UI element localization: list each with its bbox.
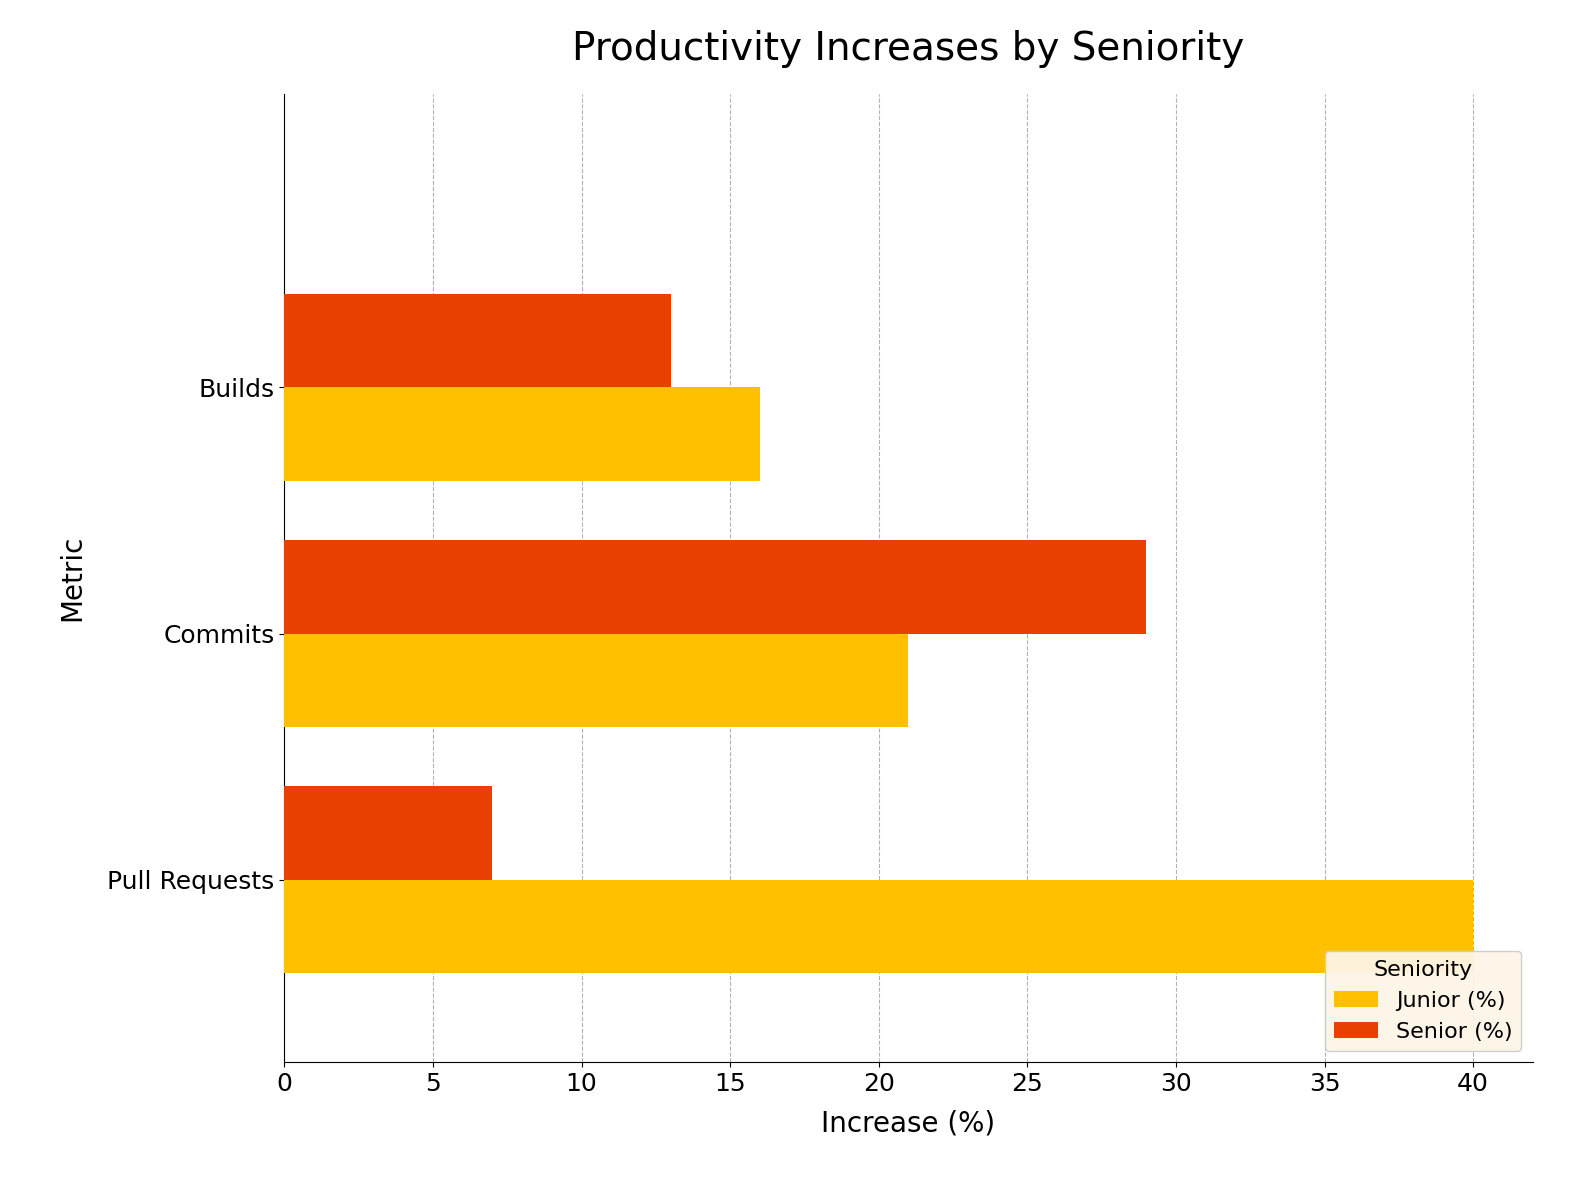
Legend: Junior (%), Senior (%): Junior (%), Senior (%): [1326, 951, 1522, 1051]
Y-axis label: Metric: Metric: [58, 535, 87, 622]
Bar: [284, 294, 672, 387]
Bar: [284, 880, 1473, 973]
Bar: [284, 387, 760, 481]
Bar: [284, 786, 493, 880]
Bar: [284, 540, 1146, 634]
Bar: [284, 634, 908, 727]
X-axis label: Increase (%): Increase (%): [822, 1109, 995, 1138]
Title: Productivity Increases by Seniority: Productivity Increases by Seniority: [572, 30, 1245, 67]
